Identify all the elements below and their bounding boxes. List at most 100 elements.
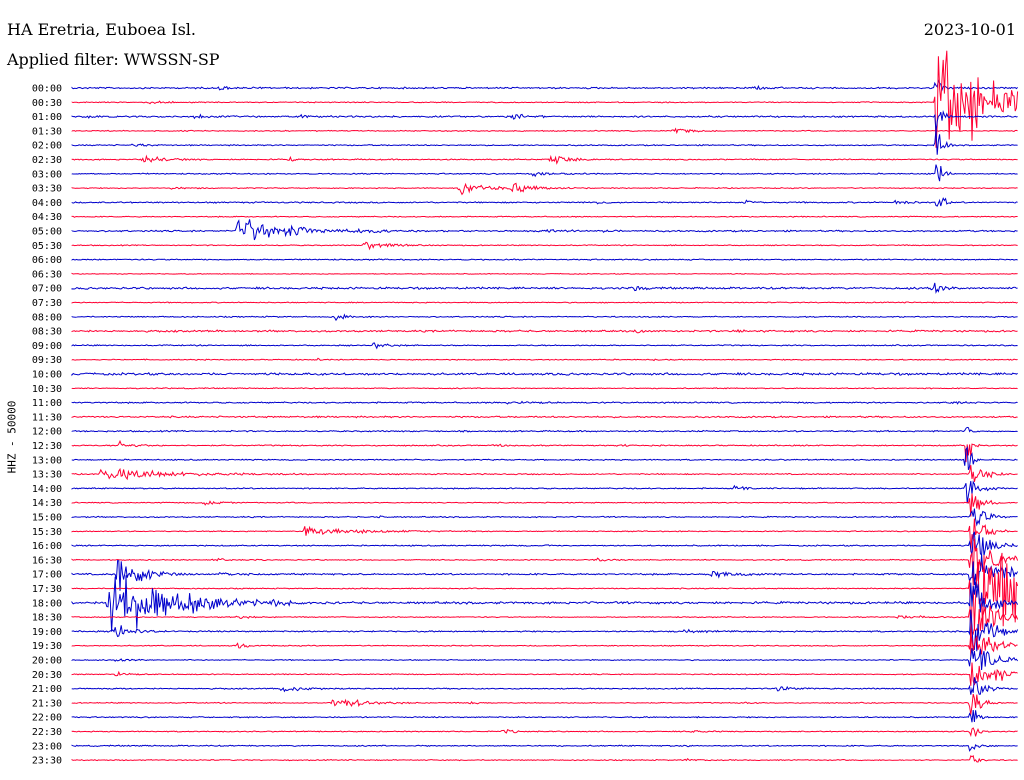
trace-row [71,154,1018,165]
trace-row [71,633,1018,655]
trace-row [71,743,1018,752]
trace-row [71,439,1018,463]
row-label: 16:00 [32,541,62,552]
row-label: 04:00 [32,198,62,209]
trace-row [71,313,1018,322]
trace-row [71,387,1018,390]
trace-row [71,609,1019,652]
trace-row [71,727,1018,737]
trace-row [71,531,1018,558]
trace-row [71,127,1018,135]
row-label: 00:30 [32,98,62,109]
row-label: 22:00 [32,713,62,724]
trace-row [71,197,1018,207]
row-label: 12:30 [32,441,62,452]
row-label: 10:00 [32,370,62,381]
date-label: 2023-10-01 [923,20,1016,39]
trace-row [71,662,1018,686]
row-label: 22:30 [32,727,62,738]
row-label: 13:00 [32,455,62,466]
row-label: 11:00 [32,398,62,409]
trace-row [71,508,1018,527]
trace-row [71,518,1018,552]
trace-row [71,552,1019,657]
trace-row [71,554,1019,591]
row-label: 01:30 [32,126,62,137]
trace-row [71,215,1018,218]
trace-row [71,301,1018,304]
row-label: 19:30 [32,641,62,652]
trace-row [71,328,1018,334]
row-label: 10:30 [32,384,62,395]
row-label: 13:30 [32,470,62,481]
row-label: 06:30 [32,269,62,280]
row-label: 07:00 [32,284,62,295]
trace-row [71,677,1018,695]
trace-row [71,219,1018,241]
row-label: 03:00 [32,169,62,180]
row-label: 07:30 [32,298,62,309]
row-label: 14:00 [32,484,62,495]
trace-row [71,272,1018,275]
row-label: 04:30 [32,212,62,223]
trace-row [71,371,1018,377]
station-title: HA Eretria, Euboea Isl. [7,20,196,39]
trace-row [71,50,1019,148]
row-label: 19:00 [32,627,62,638]
row-label: 03:30 [32,184,62,195]
row-label: 08:00 [32,312,62,323]
row-label: 05:00 [32,227,62,238]
row-label: 02:00 [32,141,62,152]
trace-row [71,110,1018,133]
trace-row [71,465,1018,482]
trace-row [71,710,1018,723]
row-label: 23:30 [32,756,62,767]
trace-row [71,648,1019,671]
trace-row [71,342,1018,350]
trace-row [71,755,1018,763]
row-label: 08:30 [32,327,62,338]
trace-row [71,241,1018,251]
row-label: 05:30 [32,241,62,252]
row-label: 17:00 [32,570,62,581]
row-label: 09:00 [32,341,62,352]
trace-row [71,357,1018,362]
trace-row [71,605,1019,636]
row-label: 02:30 [32,155,62,166]
trace-row [71,258,1018,261]
row-label: 01:00 [32,112,62,123]
trace-row [71,480,1018,504]
row-label: 20:30 [32,670,62,681]
row-label: 12:00 [32,427,62,438]
trace-row [71,445,1018,471]
row-label: 15:30 [32,527,62,538]
row-label: 14:30 [32,498,62,509]
trace-row [71,182,1018,196]
row-label: 20:00 [32,656,62,667]
trace-row [71,400,1018,405]
row-label: 23:00 [32,741,62,752]
row-label: 21:00 [32,684,62,695]
trace-row [71,282,1018,295]
row-label: 21:30 [32,698,62,709]
row-label: 09:30 [32,355,62,366]
trace-row [71,538,1019,586]
row-label: 06:00 [32,255,62,266]
row-label: 18:00 [32,598,62,609]
trace-row [71,164,1018,182]
trace-row [71,493,1018,517]
filter-label: Applied filter: WWSSN-SP [7,50,220,69]
trace-row [71,426,1018,433]
trace-row [71,415,1018,419]
row-label: 17:30 [32,584,62,595]
row-label: 18:30 [32,613,62,624]
row-label: 00:00 [32,84,62,95]
trace-row [71,129,1018,155]
row-label: 11:30 [32,412,62,423]
row-label: 15:00 [32,513,62,524]
row-label: 16:30 [32,555,62,566]
trace-row [71,78,1018,92]
trace-row [71,693,1018,715]
trace-row [71,575,1019,632]
